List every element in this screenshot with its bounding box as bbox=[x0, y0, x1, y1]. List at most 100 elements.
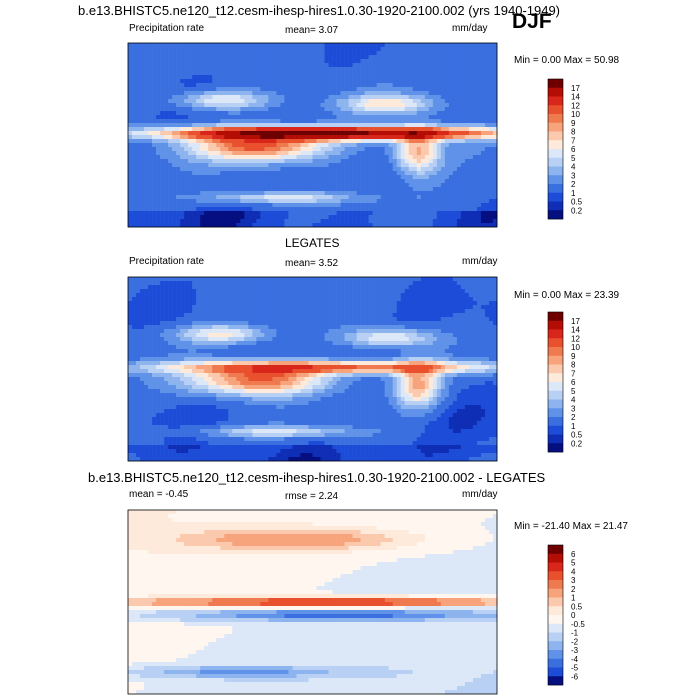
colorbar-swatch bbox=[548, 553, 563, 563]
colorbar-swatch bbox=[548, 312, 563, 322]
map-field bbox=[127, 42, 498, 228]
colorbar-swatch bbox=[548, 676, 563, 686]
panel-minmax: Min = -21.40 Max = 21.47 bbox=[514, 521, 628, 532]
colorbar-swatch bbox=[548, 434, 563, 444]
colorbar-tick-label: -3 bbox=[571, 646, 579, 655]
colorbar-swatch bbox=[548, 417, 563, 427]
colorbar-swatch bbox=[548, 545, 563, 555]
colorbar-tick-label: 8 bbox=[571, 361, 576, 370]
colorbar-swatch bbox=[548, 87, 563, 97]
colorbar-tick-label: 12 bbox=[571, 101, 580, 110]
colorbar-swatch bbox=[548, 210, 563, 220]
colorbar-tick-label: -4 bbox=[571, 655, 579, 664]
colorbar-tick-label: 3 bbox=[571, 404, 576, 413]
colorbar-tick-label: 4 bbox=[571, 163, 576, 172]
colorbar-tick-label: 17 bbox=[571, 84, 580, 93]
map-cells bbox=[128, 277, 498, 462]
colorbar-tick-label: 14 bbox=[571, 326, 580, 335]
colorbar-swatch bbox=[548, 192, 563, 202]
colorbar-tick-label: 4 bbox=[571, 396, 576, 405]
colorbar-swatch bbox=[548, 131, 563, 141]
colorbar-tick-label: 2 bbox=[571, 413, 576, 422]
colorbar-tick-label: 9 bbox=[571, 352, 576, 361]
colorbar-swatch bbox=[548, 338, 563, 348]
colorbar-swatch bbox=[548, 140, 563, 150]
colorbar-swatch bbox=[548, 632, 563, 642]
panel-left-label: mean = -0.45 bbox=[129, 489, 189, 500]
colorbar-swatch bbox=[548, 166, 563, 176]
colorbar-tick-label: 0.5 bbox=[571, 198, 583, 207]
colorbar-swatch bbox=[548, 641, 563, 651]
colorbar-frame bbox=[547, 311, 564, 453]
colorbar-tick-label: 12 bbox=[571, 334, 580, 343]
map-cells bbox=[128, 510, 498, 695]
colorbar-tick-label: 0.2 bbox=[571, 206, 583, 215]
colorbar-swatch bbox=[548, 122, 563, 132]
colorbar-tick-label: 1 bbox=[571, 594, 576, 603]
colorbar-tick-label: 10 bbox=[571, 343, 580, 352]
colorbar-tick-label: 4 bbox=[571, 567, 576, 576]
map-cells bbox=[128, 43, 498, 228]
colorbar-tick-label: 14 bbox=[571, 93, 580, 102]
panel-stat: mean= 3.52 bbox=[285, 258, 339, 269]
colorbar-swatch bbox=[548, 580, 563, 590]
panel-units: mm/day bbox=[462, 489, 498, 500]
colorbar-tick-label: -1 bbox=[571, 629, 579, 638]
colorbar-swatch bbox=[548, 175, 563, 185]
panel-units: mm/day bbox=[452, 23, 488, 34]
colorbar-tick-label: -0.5 bbox=[571, 620, 585, 629]
panel-minmax: Min = 0.00 Max = 23.39 bbox=[514, 290, 620, 301]
colorbar-swatch bbox=[548, 408, 563, 418]
colorbar-swatch bbox=[548, 650, 563, 660]
panel-minmax: Min = 0.00 Max = 50.98 bbox=[514, 55, 620, 66]
colorbar-swatch bbox=[548, 320, 563, 330]
colorbar-swatch bbox=[548, 571, 563, 581]
colorbar-swatch bbox=[548, 184, 563, 194]
colorbar-tick-label: -6 bbox=[571, 672, 579, 681]
panel-left-label: Precipitation rate bbox=[129, 23, 205, 34]
colorbar-tick-label: 0.2 bbox=[571, 439, 583, 448]
colorbar-swatch bbox=[548, 114, 563, 124]
panel-left-label: Precipitation rate bbox=[129, 256, 205, 267]
colorbar-tick-label: 1 bbox=[571, 189, 576, 198]
map-field bbox=[127, 276, 498, 462]
colorbar-tick-label: 0.5 bbox=[571, 602, 583, 611]
colorbar-swatch bbox=[548, 562, 563, 572]
colorbar-tick-label: 17 bbox=[571, 317, 580, 326]
colorbar-tick-label: 6 bbox=[571, 550, 576, 559]
map-frame bbox=[127, 276, 498, 462]
colorbar-swatch bbox=[548, 355, 563, 365]
colorbar-tick-label: 9 bbox=[571, 119, 576, 128]
colorbar-swatch bbox=[548, 443, 563, 453]
colorbar-tick-label: 5 bbox=[571, 387, 576, 396]
figure-title: b.e13.BHISTC5.ne120_t12.cesm-ihesp-hires… bbox=[78, 3, 561, 18]
colorbar-swatch bbox=[548, 329, 563, 339]
season-label: DJF bbox=[512, 10, 552, 33]
map-frame bbox=[127, 509, 498, 695]
colorbar-swatch bbox=[548, 382, 563, 392]
colorbar-tick-label: 0.5 bbox=[571, 431, 583, 440]
colorbar-swatch bbox=[548, 347, 563, 357]
colorbar-tick-label: -5 bbox=[571, 664, 579, 673]
colorbar-tick-label: 7 bbox=[571, 136, 576, 145]
panel-title: b.e13.BHISTC5.ne120_t12.cesm-ihesp-hires… bbox=[88, 470, 546, 485]
colorbar-swatch bbox=[548, 149, 563, 159]
colorbar-swatch bbox=[548, 79, 563, 89]
colorbar-swatch bbox=[548, 606, 563, 616]
colorbar-swatch bbox=[548, 667, 563, 677]
colorbar-tick-label: 6 bbox=[571, 378, 576, 387]
colorbar-tick-label: 7 bbox=[571, 369, 576, 378]
colorbar-swatch bbox=[548, 364, 563, 374]
colorbar-swatch bbox=[548, 425, 563, 435]
colorbar-tick-label: 2 bbox=[571, 585, 576, 594]
colorbar-swatch bbox=[548, 597, 563, 607]
colorbar-frame bbox=[547, 544, 564, 686]
colorbar-swatch bbox=[548, 157, 563, 167]
colorbar-swatch bbox=[548, 373, 563, 383]
colorbar-tick-label: 6 bbox=[571, 145, 576, 154]
map-frame bbox=[127, 42, 498, 228]
colorbar-swatch bbox=[548, 623, 563, 633]
panel-stat: mean= 3.07 bbox=[285, 25, 339, 36]
